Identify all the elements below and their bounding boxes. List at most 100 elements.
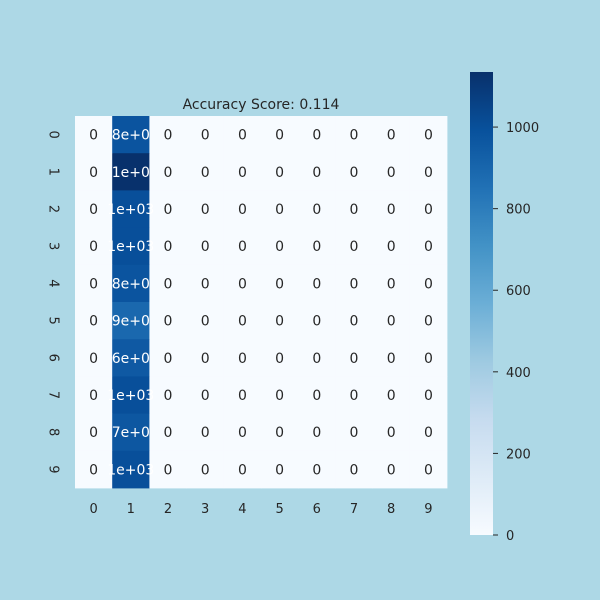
- heatmap-cell-label: 0: [201, 276, 210, 292]
- heatmap-cell-label: 0: [275, 425, 284, 441]
- colorbar-tick-label: 600: [506, 284, 531, 299]
- x-tick-label: 4: [238, 502, 246, 517]
- heatmap-cell: [298, 339, 336, 377]
- heatmap-cell: [149, 413, 187, 452]
- heatmap-cell-label: 0: [350, 351, 359, 367]
- heatmap-cell-label: 0: [201, 388, 210, 404]
- heatmap-cell: [75, 450, 113, 489]
- heatmap-cell-label: 0: [424, 462, 433, 478]
- x-tick-label: 3: [201, 502, 209, 517]
- heatmap-cell: [149, 264, 187, 303]
- heatmap-cell-label: 0: [275, 239, 284, 255]
- heatmap-cell-label: 0: [275, 388, 284, 404]
- heatmap-cell-label: 0: [89, 314, 98, 330]
- heatmap-cell-label: 0: [387, 388, 396, 404]
- heatmap-cell-label: 0: [312, 425, 321, 441]
- heatmap-cell: [75, 227, 113, 266]
- heatmap-cell-label: 0: [387, 314, 396, 330]
- heatmap-cell-label: 0: [201, 239, 210, 255]
- heatmap-cell-label: 0: [89, 425, 98, 441]
- heatmap-cell: [186, 302, 225, 340]
- heatmap-cell: [75, 153, 113, 191]
- colorbar-tick-label: 800: [506, 203, 531, 218]
- heatmap-cell: [149, 450, 187, 489]
- colorbar-ticks: 0 200 400 600 800 1000: [493, 121, 539, 544]
- colorbar-tick-label: 1000: [506, 121, 539, 136]
- heatmap-cell: [298, 450, 336, 489]
- heatmap-cell: [186, 190, 225, 228]
- heatmap-cell-label: 0: [238, 351, 247, 367]
- heatmap-cell-label: 0: [238, 462, 247, 478]
- heatmap-cell: [409, 413, 448, 452]
- heatmap-cell-label: 0: [238, 128, 247, 144]
- heatmap-cell-label: 0: [201, 462, 210, 478]
- heatmap-cell: [372, 339, 411, 377]
- heatmap-cell-label: 0: [424, 276, 433, 292]
- colorbar-tick-label: 0: [506, 529, 514, 544]
- y-tick-label: 0: [46, 130, 61, 138]
- heatmap-cell-label: 0: [424, 388, 433, 404]
- heatmap-cell-label: 0: [164, 425, 173, 441]
- heatmap-cell: [335, 413, 373, 452]
- y-tick-label: 9: [46, 465, 61, 473]
- heatmap-cell-label: 0: [275, 128, 284, 144]
- y-tick-label: 7: [46, 391, 61, 399]
- heatmap-cell-label: 0: [350, 202, 359, 218]
- heatmap-cell: [112, 227, 150, 266]
- heatmap-cell-label: 0: [89, 388, 98, 404]
- heatmap-cell-label: 1e+03: [107, 239, 154, 255]
- heatmap-cell: [409, 339, 448, 377]
- heatmap-cell: [186, 153, 225, 191]
- heatmap-cell-label: 7e+0: [112, 425, 150, 441]
- heatmap-cell: [149, 302, 187, 340]
- heatmap-cell-label: 0: [164, 276, 173, 292]
- heatmap-cell-label: 0: [424, 239, 433, 255]
- heatmap-cell-label: 0: [201, 202, 210, 218]
- heatmap-cell-labels: 0 8e+0 0 0 0 0 0 0 0 0 0 1e+0 0 0 0 0 0 0 0 0 0 1e+03 0 0 0 0 0 0 0 0…: [89, 128, 433, 479]
- heatmap-cell: [298, 376, 336, 414]
- chart-title: Accuracy Score: 0.114: [183, 97, 340, 113]
- heatmap-cell: [372, 227, 411, 266]
- heatmap-cell: [149, 190, 187, 228]
- heatmap-cell-label: 1e+03: [107, 388, 154, 404]
- heatmap-cell-label: 0: [424, 351, 433, 367]
- heatmap-cell-label: 0: [238, 202, 247, 218]
- heatmap-cell: [186, 264, 225, 303]
- heatmap-cell: [298, 264, 336, 303]
- y-tick-label: 4: [46, 279, 61, 287]
- heatmap-cell-label: 0: [350, 165, 359, 181]
- heatmap-cell-label: 0: [164, 165, 173, 181]
- heatmap-cell-label: 0: [89, 239, 98, 255]
- heatmap-cell: [372, 153, 411, 191]
- heatmap-cell: [335, 302, 373, 340]
- heatmap-cell-label: 0: [312, 239, 321, 255]
- heatmap-cell-label: 0: [312, 388, 321, 404]
- heatmap-cell: [261, 302, 299, 340]
- heatmap-cell-label: 0: [350, 388, 359, 404]
- heatmap-cell: [261, 153, 299, 191]
- x-axis-ticks: 0 1 2 3 4 5 6 7 8 9: [89, 502, 432, 517]
- heatmap-cell: [409, 153, 448, 191]
- heatmap-cell: [372, 450, 411, 489]
- x-tick-label: 5: [275, 502, 283, 517]
- heatmap-cell: [75, 413, 113, 452]
- heatmap-cells: [75, 116, 448, 489]
- heatmap-cell: [261, 376, 299, 414]
- heatmap-cell: [75, 302, 113, 340]
- heatmap-cell-label: 0: [275, 202, 284, 218]
- heatmap-cell: [298, 413, 336, 452]
- heatmap-cell-label: 0: [164, 128, 173, 144]
- heatmap-cell: [409, 190, 448, 228]
- heatmap-cell: [409, 376, 448, 414]
- heatmap-cell: [112, 450, 150, 489]
- heatmap-cell: [186, 376, 225, 414]
- heatmap-cell: [409, 302, 448, 340]
- heatmap-cell-label: 0: [350, 128, 359, 144]
- heatmap-cell-label: 0: [89, 128, 98, 144]
- heatmap-cell: [112, 339, 150, 377]
- heatmap-cell: [261, 190, 299, 228]
- heatmap-cell: [409, 264, 448, 303]
- y-tick-label: 2: [46, 205, 61, 213]
- heatmap-cell-label: 0: [424, 425, 433, 441]
